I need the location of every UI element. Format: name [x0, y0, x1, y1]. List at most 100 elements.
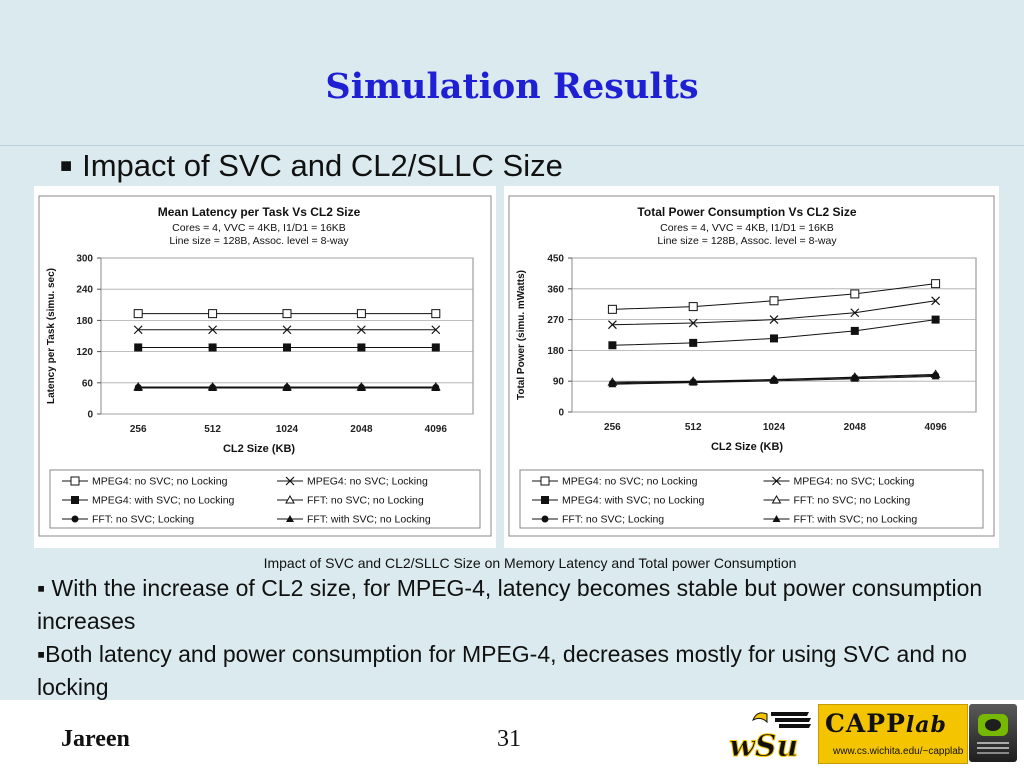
legend-marker	[541, 515, 549, 523]
series-6-point	[770, 376, 778, 384]
legend-marker	[285, 494, 295, 504]
series-2-point	[133, 325, 143, 335]
x-tick-label: 4096	[924, 422, 947, 433]
nvidia-logo	[969, 704, 1017, 762]
series-1-point	[607, 304, 617, 314]
x-tick-label: 1024	[276, 424, 299, 435]
capp-lab-logo: CAPPlab www.cs.wichita.edu/~capplab	[818, 704, 968, 764]
y-tick-label: 450	[547, 254, 564, 265]
legend-marker	[71, 496, 79, 504]
series-1-point	[208, 309, 218, 319]
legend-entry: MPEG4: no SVC; Locking	[794, 476, 915, 488]
figure-caption: Impact of SVC and CL2/SLLC Size on Memor…	[263, 555, 797, 571]
series-3-point	[208, 343, 217, 352]
x-tick-label: 2048	[350, 424, 373, 435]
series-1-point	[431, 309, 441, 319]
legend-box	[519, 469, 984, 529]
title-divider	[0, 145, 1024, 146]
y-tick-label: 0	[87, 410, 93, 421]
legend-marker	[286, 515, 294, 522]
chart-subtitle-2: Line size = 128B, Assoc. level = 8-way	[657, 235, 837, 247]
legend-marker	[771, 494, 782, 504]
legend-marker	[772, 515, 781, 522]
chart-subtitle-1: Cores = 4, VVC = 4KB, I1/D1 = 16KB	[172, 222, 346, 234]
series-3-point	[431, 343, 440, 352]
bullet-list: ▪ With the increase of CL2 size, for MPE…	[37, 572, 997, 704]
series-2-point	[356, 325, 366, 335]
y-tick-label: 0	[558, 408, 564, 419]
nvidia-logo-lines	[977, 742, 1009, 744]
x-tick-label: 4096	[425, 424, 448, 435]
y-tick-label: 180	[76, 316, 93, 327]
legend-marker	[285, 476, 295, 486]
x-tick-label: 1024	[763, 422, 786, 433]
heading-text: Impact of SVC and CL2/SLLC Size	[82, 148, 563, 183]
legend-marker	[772, 476, 781, 486]
power-chart-svg: Total Power Consumption Vs CL2 Size Cores…	[508, 195, 995, 537]
x-tick-label: 512	[685, 422, 702, 433]
legend-entry: FFT: with SVC; no Locking	[307, 514, 431, 526]
legend-entry: MPEG4: with SVC; no Locking	[562, 495, 705, 507]
legend-marker	[541, 496, 549, 504]
latency-chart: Mean Latency per Task Vs CL2 Size Cores =…	[34, 186, 496, 548]
chart-title: Mean Latency per Task Vs CL2 Size	[158, 205, 361, 219]
series-3-point	[283, 343, 291, 352]
wsu-logo-text: wSu	[729, 729, 798, 762]
power-chart: Total Power Consumption Vs CL2 Size Cores…	[504, 186, 999, 548]
slide-title: Simulation Results	[325, 66, 699, 107]
x-axis-label: CL2 Size (KB)	[223, 443, 295, 455]
x-tick-label: 256	[130, 424, 147, 435]
series-3-point	[357, 343, 366, 352]
legend-box	[49, 469, 481, 529]
x-tick-label: 512	[204, 424, 221, 435]
chart-subtitle-2: Line size = 128B, Assoc. level = 8-way	[169, 235, 349, 247]
legend-entry: FFT: no SVC; Locking	[92, 514, 194, 526]
chart-title: Total Power Consumption Vs CL2 Size	[637, 205, 856, 219]
legend-entry: FFT: with SVC; no Locking	[794, 514, 918, 526]
legend-marker	[540, 476, 550, 486]
latency-chart-svg: Mean Latency per Task Vs CL2 Size Cores =…	[38, 195, 492, 537]
legend-marker	[71, 515, 79, 523]
x-tick-label: 256	[604, 422, 621, 433]
series-3-point	[931, 315, 940, 324]
series-2-point	[208, 325, 218, 335]
y-tick-label: 90	[553, 377, 565, 388]
series-2-point	[850, 308, 860, 318]
y-tick-label: 300	[76, 254, 93, 265]
series-6-point	[431, 384, 440, 391]
y-tick-label: 240	[76, 285, 93, 296]
x-tick-label: 2048	[844, 422, 867, 433]
series-6-point	[357, 384, 366, 391]
y-axis-label: Total Power (simu. mWatts)	[516, 270, 527, 400]
nvidia-eye-icon	[978, 714, 1008, 736]
series-6-point	[134, 384, 143, 391]
series-2-point	[282, 325, 292, 335]
series-2-point	[688, 318, 698, 328]
page-number: 31	[497, 726, 521, 752]
footer-author: Jareen	[61, 726, 130, 752]
wsu-logo: wSu	[729, 712, 811, 762]
legend-entry: MPEG4: no SVC; no Locking	[92, 476, 228, 488]
x-axis-label: CL2 Size (KB)	[711, 441, 783, 453]
series-2-point	[431, 325, 441, 335]
slide-heading: ■ Impact of SVC and CL2/SLLC Size	[60, 148, 563, 184]
capp-logo-suffix: lab	[905, 712, 947, 738]
bullet-item-1: ▪ With the increase of CL2 size, for MPE…	[37, 575, 983, 634]
y-axis-label: Latency per Task (simu. sec)	[46, 268, 57, 404]
series-6-point	[931, 372, 940, 380]
legend-marker	[70, 476, 80, 486]
y-tick-label: 270	[547, 315, 564, 326]
series-1-point	[931, 279, 941, 289]
series-1-point	[356, 309, 366, 319]
series-2-point	[769, 315, 779, 325]
series-1-point	[769, 296, 779, 306]
series-1-point	[850, 289, 860, 299]
series-2-point	[607, 320, 617, 330]
legend-entry: FFT: no SVC; no Locking	[307, 495, 424, 507]
series-1-point	[282, 309, 292, 319]
series-6-point	[689, 378, 698, 386]
legend-entry: FFT: no SVC; no Locking	[794, 495, 911, 507]
bullet-item-2: ▪Both latency and power consumption for …	[37, 641, 967, 700]
square-bullet-icon: ■	[60, 155, 73, 177]
